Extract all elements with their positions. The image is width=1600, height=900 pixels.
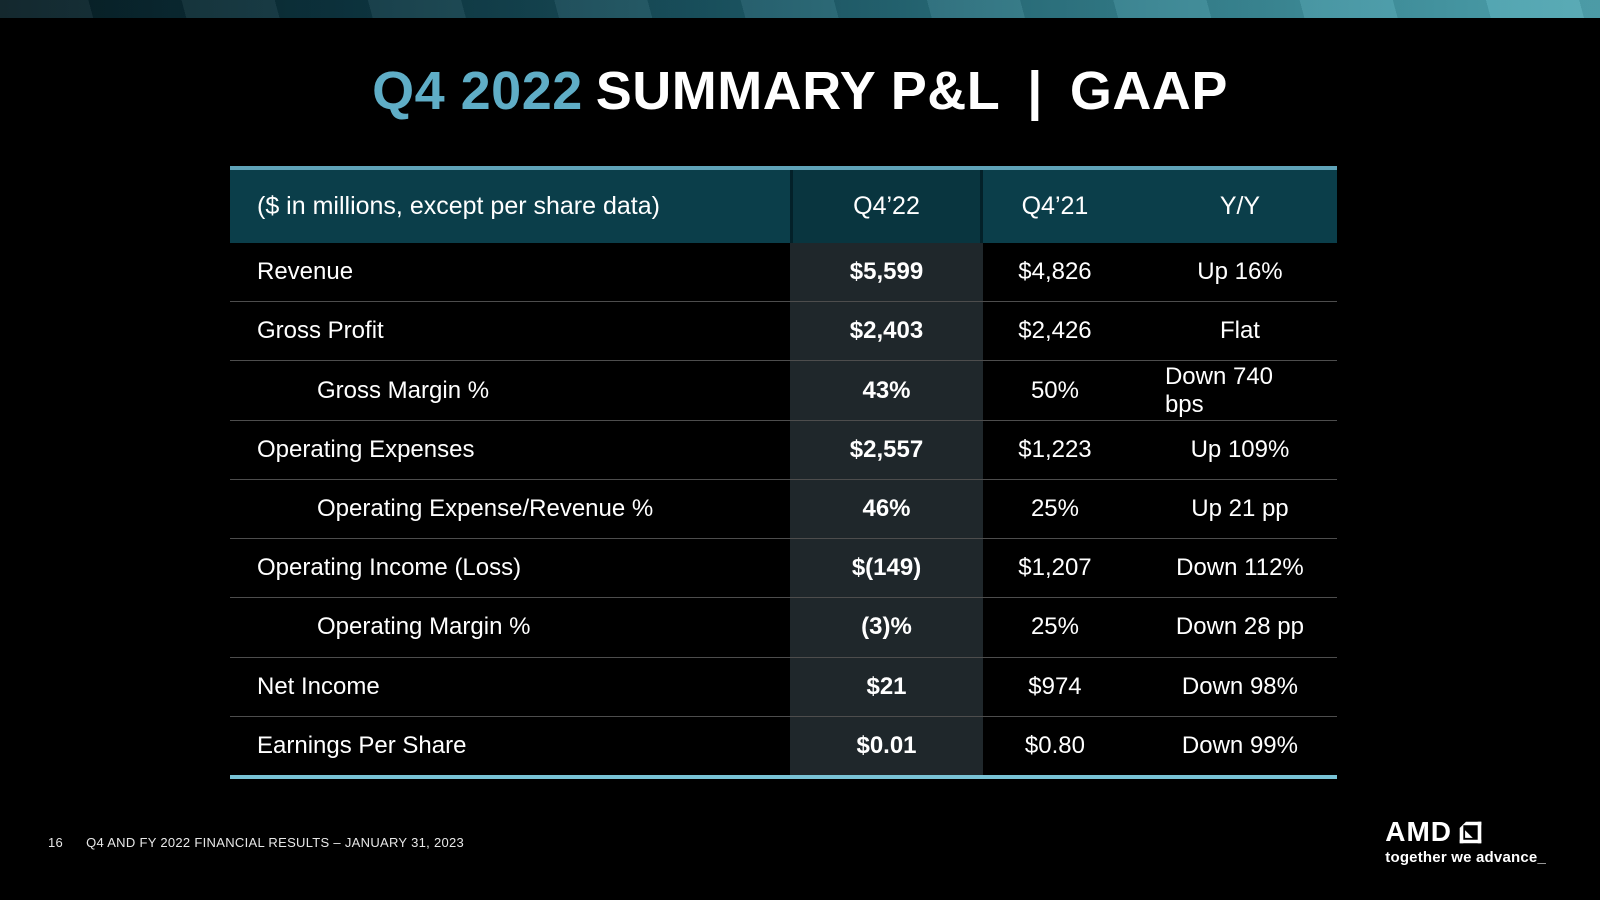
row-value-q421: $1,207 [1018,554,1092,582]
column-header-q422: Q4’22 [790,170,983,243]
table-row: Operating Margin % (3)% 25% Down 28 pp [230,597,1337,657]
table-row: Revenue $5,599 $4,826 Up 16% [230,243,1337,302]
amd-logo: AMD together we advance_ [1385,818,1546,867]
row-label: Gross Margin % [317,376,490,404]
pl-table: ($ in millions, except per share data) Q… [230,166,1337,779]
table-row: Earnings Per Share $0.01 $0.80 Down 99% [230,715,1337,775]
column-header-q421: Q4’21 [1021,192,1089,220]
row-value-q421: $2,426 [1018,317,1092,345]
row-value-q422: $2,557 [790,420,983,479]
pl-table-body: Revenue $5,599 $4,826 Up 16% Gross Profi… [230,243,1337,775]
row-label: Operating Expense/Revenue % [317,494,654,522]
row-label: Gross Profit [257,317,384,345]
row-value-q421: $1,223 [1018,435,1092,463]
table-row: Net Income $21 $974 Down 98% [230,656,1337,716]
row-value-q421: 25% [1030,613,1079,641]
slide-footer: 16 Q4 AND FY 2022 FINANCIAL RESULTS – JA… [48,835,464,850]
row-label: Operating Income (Loss) [257,554,522,582]
amd-arrow-icon [1459,821,1482,843]
row-label: Revenue [257,258,354,286]
row-value-q422: $21 [790,657,983,716]
amd-tagline: together we advance_ [1385,849,1546,866]
amd-wordmark: AMD [1385,816,1453,847]
row-value-yoy: Up 16% [1197,258,1283,286]
row-value-q422: $2,403 [790,302,983,361]
row-value-q421: $974 [1028,672,1082,700]
row-label: Net Income [257,672,380,700]
row-value-q422: 43% [790,361,983,420]
row-value-yoy: Up 109% [1190,435,1290,463]
row-value-q422: $(149) [790,539,983,598]
table-row: Operating Expenses $2,557 $1,223 Up 109% [230,419,1337,479]
pl-table-header: ($ in millions, except per share data) Q… [230,170,1337,243]
row-value-q422: (3)% [790,598,983,657]
table-row: Gross Margin % 43% 50% Down 740 bps [230,360,1337,420]
top-gradient-bar [0,0,1600,18]
table-row: Gross Profit $2,403 $2,426 Flat [230,301,1337,361]
row-value-q421: 25% [1030,494,1079,522]
column-header-yy: Y/Y [1219,192,1261,220]
row-value-q422: 46% [790,479,983,539]
table-row: Operating Expense/Revenue % 46% 25% Up 2… [230,478,1337,539]
row-label: Earnings Per Share [257,731,467,759]
title-quarter: Q4 2022 [372,61,583,121]
row-value-yoy: Down 98% [1181,672,1298,700]
row-value-yoy: Flat [1219,317,1260,345]
table-caption: ($ in millions, except per share data) [257,192,660,220]
title-main: SUMMARY P&L [595,61,1001,121]
row-value-q422: $5,599 [790,243,983,302]
row-value-q421: $4,826 [1018,258,1092,286]
title-separator: | [1027,61,1043,121]
row-value-yoy: Down 112% [1176,554,1304,582]
row-value-yoy: Down 28 pp [1175,613,1304,641]
title-standard: GAAP [1069,61,1228,121]
row-label: Operating Margin % [317,613,531,641]
row-value-yoy: Down 740 bps [1164,362,1274,418]
row-value-yoy: Down 99% [1181,731,1298,759]
footer-caption: Q4 AND FY 2022 FINANCIAL RESULTS – JANUA… [86,835,465,850]
amd-logo-row: AMD [1385,818,1546,846]
row-value-yoy: Up 21 pp [1191,494,1289,522]
row-value-q421: $0.80 [1024,731,1085,759]
table-row: Operating Income (Loss) $(149) $1,207 Do… [230,538,1337,598]
slide-title: Q4 2022 SUMMARY P&L | GAAP [0,60,1600,122]
row-value-q421: 50% [1030,376,1079,404]
row-value-q422: $0.01 [790,716,983,775]
page-number: 16 [48,835,64,850]
row-label: Operating Expenses [257,435,475,463]
